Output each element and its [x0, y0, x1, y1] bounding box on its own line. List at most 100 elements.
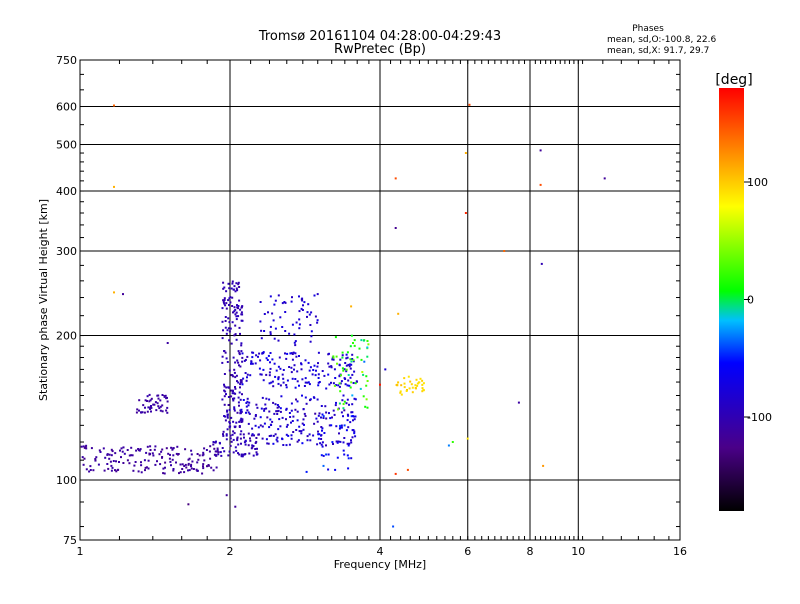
data-point	[273, 362, 276, 365]
data-point	[149, 399, 152, 402]
data-point	[241, 360, 244, 363]
data-point	[285, 357, 288, 360]
data-point	[287, 434, 290, 437]
data-point	[266, 359, 269, 361]
data-point	[334, 404, 337, 407]
data-point	[225, 393, 227, 396]
data-point	[253, 417, 256, 420]
y-tick-label: 300	[56, 245, 77, 258]
data-point	[201, 472, 204, 475]
data-point	[338, 382, 341, 385]
data-point	[349, 345, 352, 348]
data-point	[143, 459, 146, 462]
data-point	[295, 321, 298, 324]
data-point	[131, 454, 134, 457]
data-point	[308, 369, 311, 372]
data-point	[269, 352, 272, 354]
data-point	[247, 444, 250, 447]
data-point	[137, 448, 140, 450]
data-point	[349, 421, 352, 424]
data-point	[265, 397, 268, 400]
data-point	[340, 411, 343, 414]
data-point	[240, 306, 243, 309]
data-point	[339, 424, 341, 427]
data-point	[291, 296, 293, 299]
data-point	[148, 393, 151, 396]
data-point	[239, 433, 242, 436]
data-point	[98, 449, 101, 452]
data-point	[318, 381, 321, 383]
data-point	[218, 441, 221, 444]
data-point	[337, 384, 340, 387]
data-point	[346, 454, 349, 457]
data-point	[343, 377, 346, 380]
data-point	[279, 316, 282, 319]
data-point	[232, 438, 235, 441]
data-point	[263, 422, 266, 425]
data-point	[284, 301, 287, 304]
data-point	[255, 440, 258, 443]
data-point	[315, 417, 318, 420]
data-point	[345, 357, 348, 360]
data-point	[242, 399, 245, 401]
data-point	[352, 415, 354, 418]
data-point	[107, 467, 110, 470]
data-point	[224, 415, 227, 418]
data-point	[234, 386, 236, 388]
data-point	[334, 336, 337, 339]
data-point	[212, 443, 215, 446]
data-point	[255, 437, 258, 439]
data-point	[411, 386, 414, 389]
data-point	[303, 301, 306, 304]
data-point	[318, 412, 321, 415]
data-point	[241, 418, 244, 421]
data-point	[331, 416, 333, 419]
data-point	[234, 361, 237, 364]
data-point	[172, 468, 175, 470]
data-point	[242, 377, 245, 380]
data-point	[333, 368, 336, 371]
data-point	[351, 436, 354, 439]
data-point	[202, 467, 205, 470]
data-point	[346, 398, 349, 401]
data-point	[237, 350, 240, 353]
data-point	[269, 333, 272, 336]
data-point	[170, 464, 172, 467]
data-point	[152, 454, 155, 457]
data-point	[155, 409, 158, 412]
data-point	[340, 424, 343, 427]
data-point	[233, 406, 236, 409]
data-point	[411, 391, 414, 394]
data-point	[140, 461, 142, 464]
data-point	[353, 344, 356, 347]
data-point	[300, 430, 303, 433]
data-point	[190, 449, 193, 452]
data-point	[233, 334, 236, 337]
data-point	[224, 351, 227, 354]
data-point	[306, 315, 308, 318]
data-point	[232, 288, 235, 291]
data-point	[333, 413, 336, 416]
data-point	[351, 394, 354, 397]
data-point	[339, 358, 342, 361]
data-point	[258, 367, 261, 370]
data-point	[309, 324, 312, 326]
data-point	[397, 381, 400, 384]
data-point	[331, 441, 334, 444]
data-point	[187, 503, 190, 506]
data-point	[323, 432, 326, 434]
data-point	[223, 389, 226, 392]
data-point	[418, 381, 421, 384]
data-point	[362, 339, 365, 342]
colorbar-label: [deg]	[715, 72, 752, 88]
data-point	[285, 386, 288, 389]
data-point	[298, 310, 301, 313]
data-point	[366, 380, 369, 382]
data-point	[422, 382, 425, 385]
data-point	[297, 439, 300, 442]
data-point	[233, 432, 236, 435]
data-point	[253, 434, 255, 437]
data-point	[234, 392, 237, 395]
data-point	[145, 451, 148, 454]
data-point	[274, 433, 277, 436]
